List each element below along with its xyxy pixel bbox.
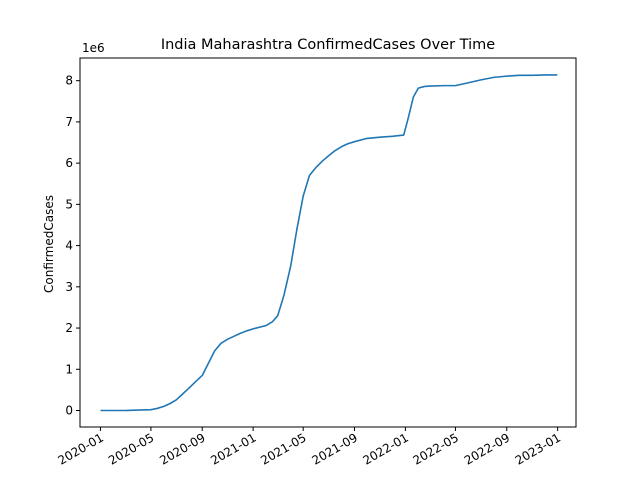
x-tick-label: 2021-09 [310,430,360,467]
x-tick-label: 2021-01 [208,430,258,467]
x-tick-label: 2023-01 [513,430,563,467]
y-offset-label: 1e6 [82,41,105,55]
y-tick-label: 3 [65,280,73,294]
x-tick-label: 2022-01 [360,430,410,467]
y-tick-label: 5 [65,197,73,211]
x-tick-label: 2021-05 [258,430,308,467]
y-tick-label: 1 [65,362,73,376]
x-tick-label: 2022-05 [411,430,461,467]
x-tick-label: 2020-01 [56,430,106,467]
y-tick-label: 2 [65,321,73,335]
y-tick-label: 8 [65,74,73,88]
y-axis-label: ConfirmedCases [42,195,56,293]
y-tick-label: 6 [65,156,73,170]
x-tick-label: 2020-05 [106,430,156,467]
x-tick-label: 2020-09 [157,430,207,467]
plot-frame [79,57,577,428]
y-tick-label: 7 [65,115,73,129]
x-tick-label: 2022-09 [462,430,512,467]
series-line-0 [100,74,558,412]
chart-title: India Maharashtra ConfirmedCases Over Ti… [161,37,495,53]
y-tick-label: 4 [65,239,73,253]
y-tick-label: 0 [65,404,73,418]
